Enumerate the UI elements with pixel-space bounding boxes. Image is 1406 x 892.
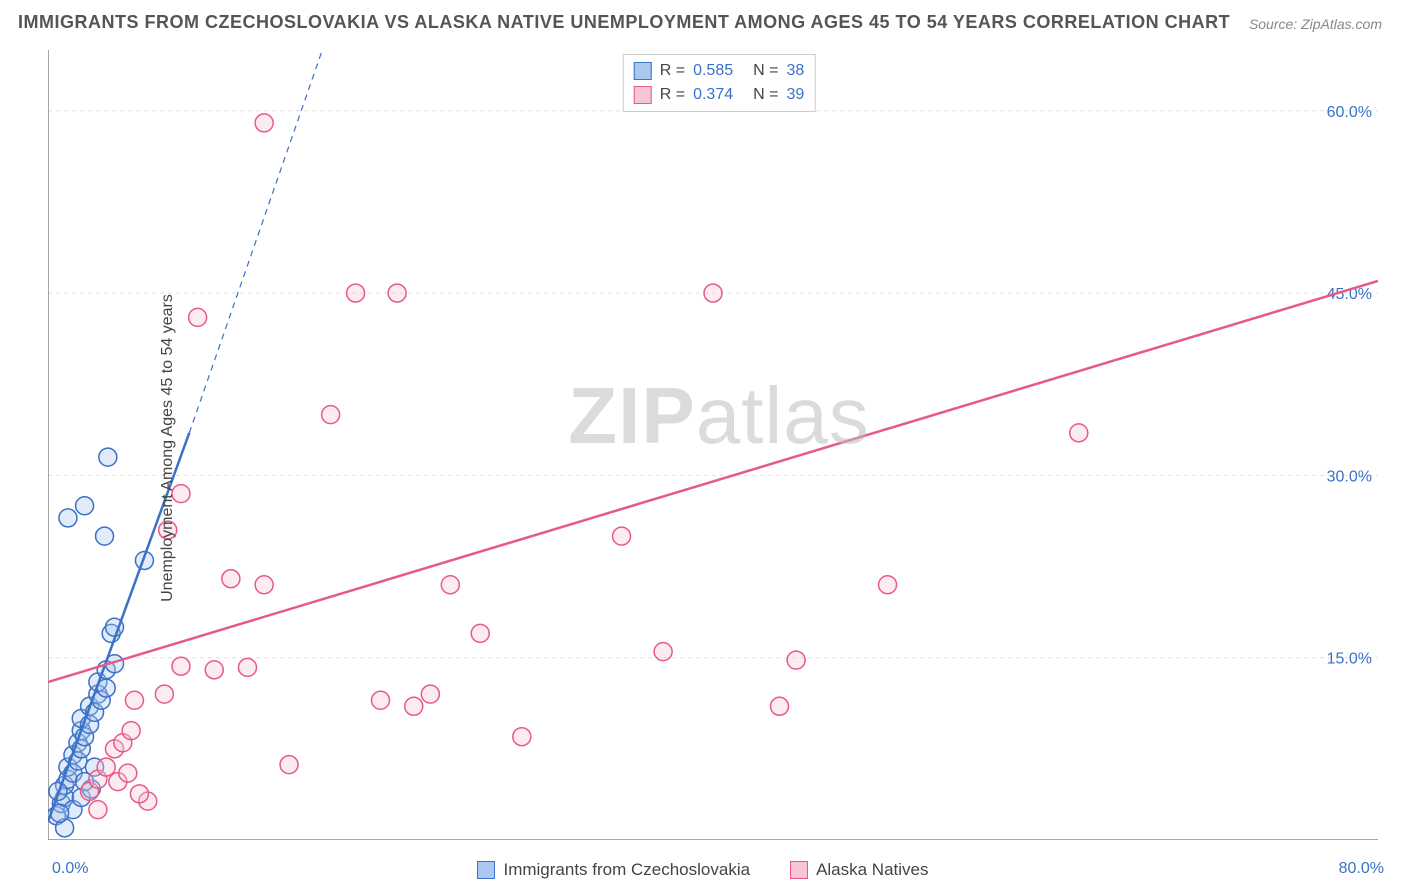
r-value: 0.374 xyxy=(693,83,733,107)
source-label: Source: ZipAtlas.com xyxy=(1249,16,1382,32)
legend-stat-row: R = 0.585 N = 38 xyxy=(634,59,805,83)
legend-stat-row: R = 0.374 N = 39 xyxy=(634,83,805,107)
legend-stats: R = 0.585 N = 38 R = 0.374 N = 39 xyxy=(623,54,816,112)
legend-swatch xyxy=(634,62,652,80)
n-value: 38 xyxy=(786,59,804,83)
legend-series-item: Alaska Natives xyxy=(790,860,928,880)
n-value: 39 xyxy=(786,83,804,107)
legend-series: Immigrants from Czechoslovakia Alaska Nat… xyxy=(0,860,1406,880)
chart-title: IMMIGRANTS FROM CZECHOSLOVAKIA VS ALASKA… xyxy=(18,12,1230,33)
svg-text:60.0%: 60.0% xyxy=(1327,104,1372,121)
r-value: 0.585 xyxy=(693,59,733,83)
legend-series-label: Immigrants from Czechoslovakia xyxy=(503,860,750,880)
n-label: N = xyxy=(753,59,778,83)
legend-swatch xyxy=(634,86,652,104)
r-label: R = xyxy=(660,59,685,83)
r-label: R = xyxy=(660,83,685,107)
legend-swatch xyxy=(477,861,495,879)
svg-text:15.0%: 15.0% xyxy=(1327,651,1372,668)
legend-series-label: Alaska Natives xyxy=(816,860,928,880)
y-axis-label: Unemployment Among Ages 45 to 54 years xyxy=(159,294,177,602)
svg-text:30.0%: 30.0% xyxy=(1327,468,1372,485)
scatter-plot: 15.0%30.0%45.0%60.0% xyxy=(48,50,1378,840)
legend-series-item: Immigrants from Czechoslovakia xyxy=(477,860,750,880)
n-label: N = xyxy=(753,83,778,107)
legend-swatch xyxy=(790,861,808,879)
chart-area: Unemployment Among Ages 45 to 54 years 1… xyxy=(48,50,1390,846)
